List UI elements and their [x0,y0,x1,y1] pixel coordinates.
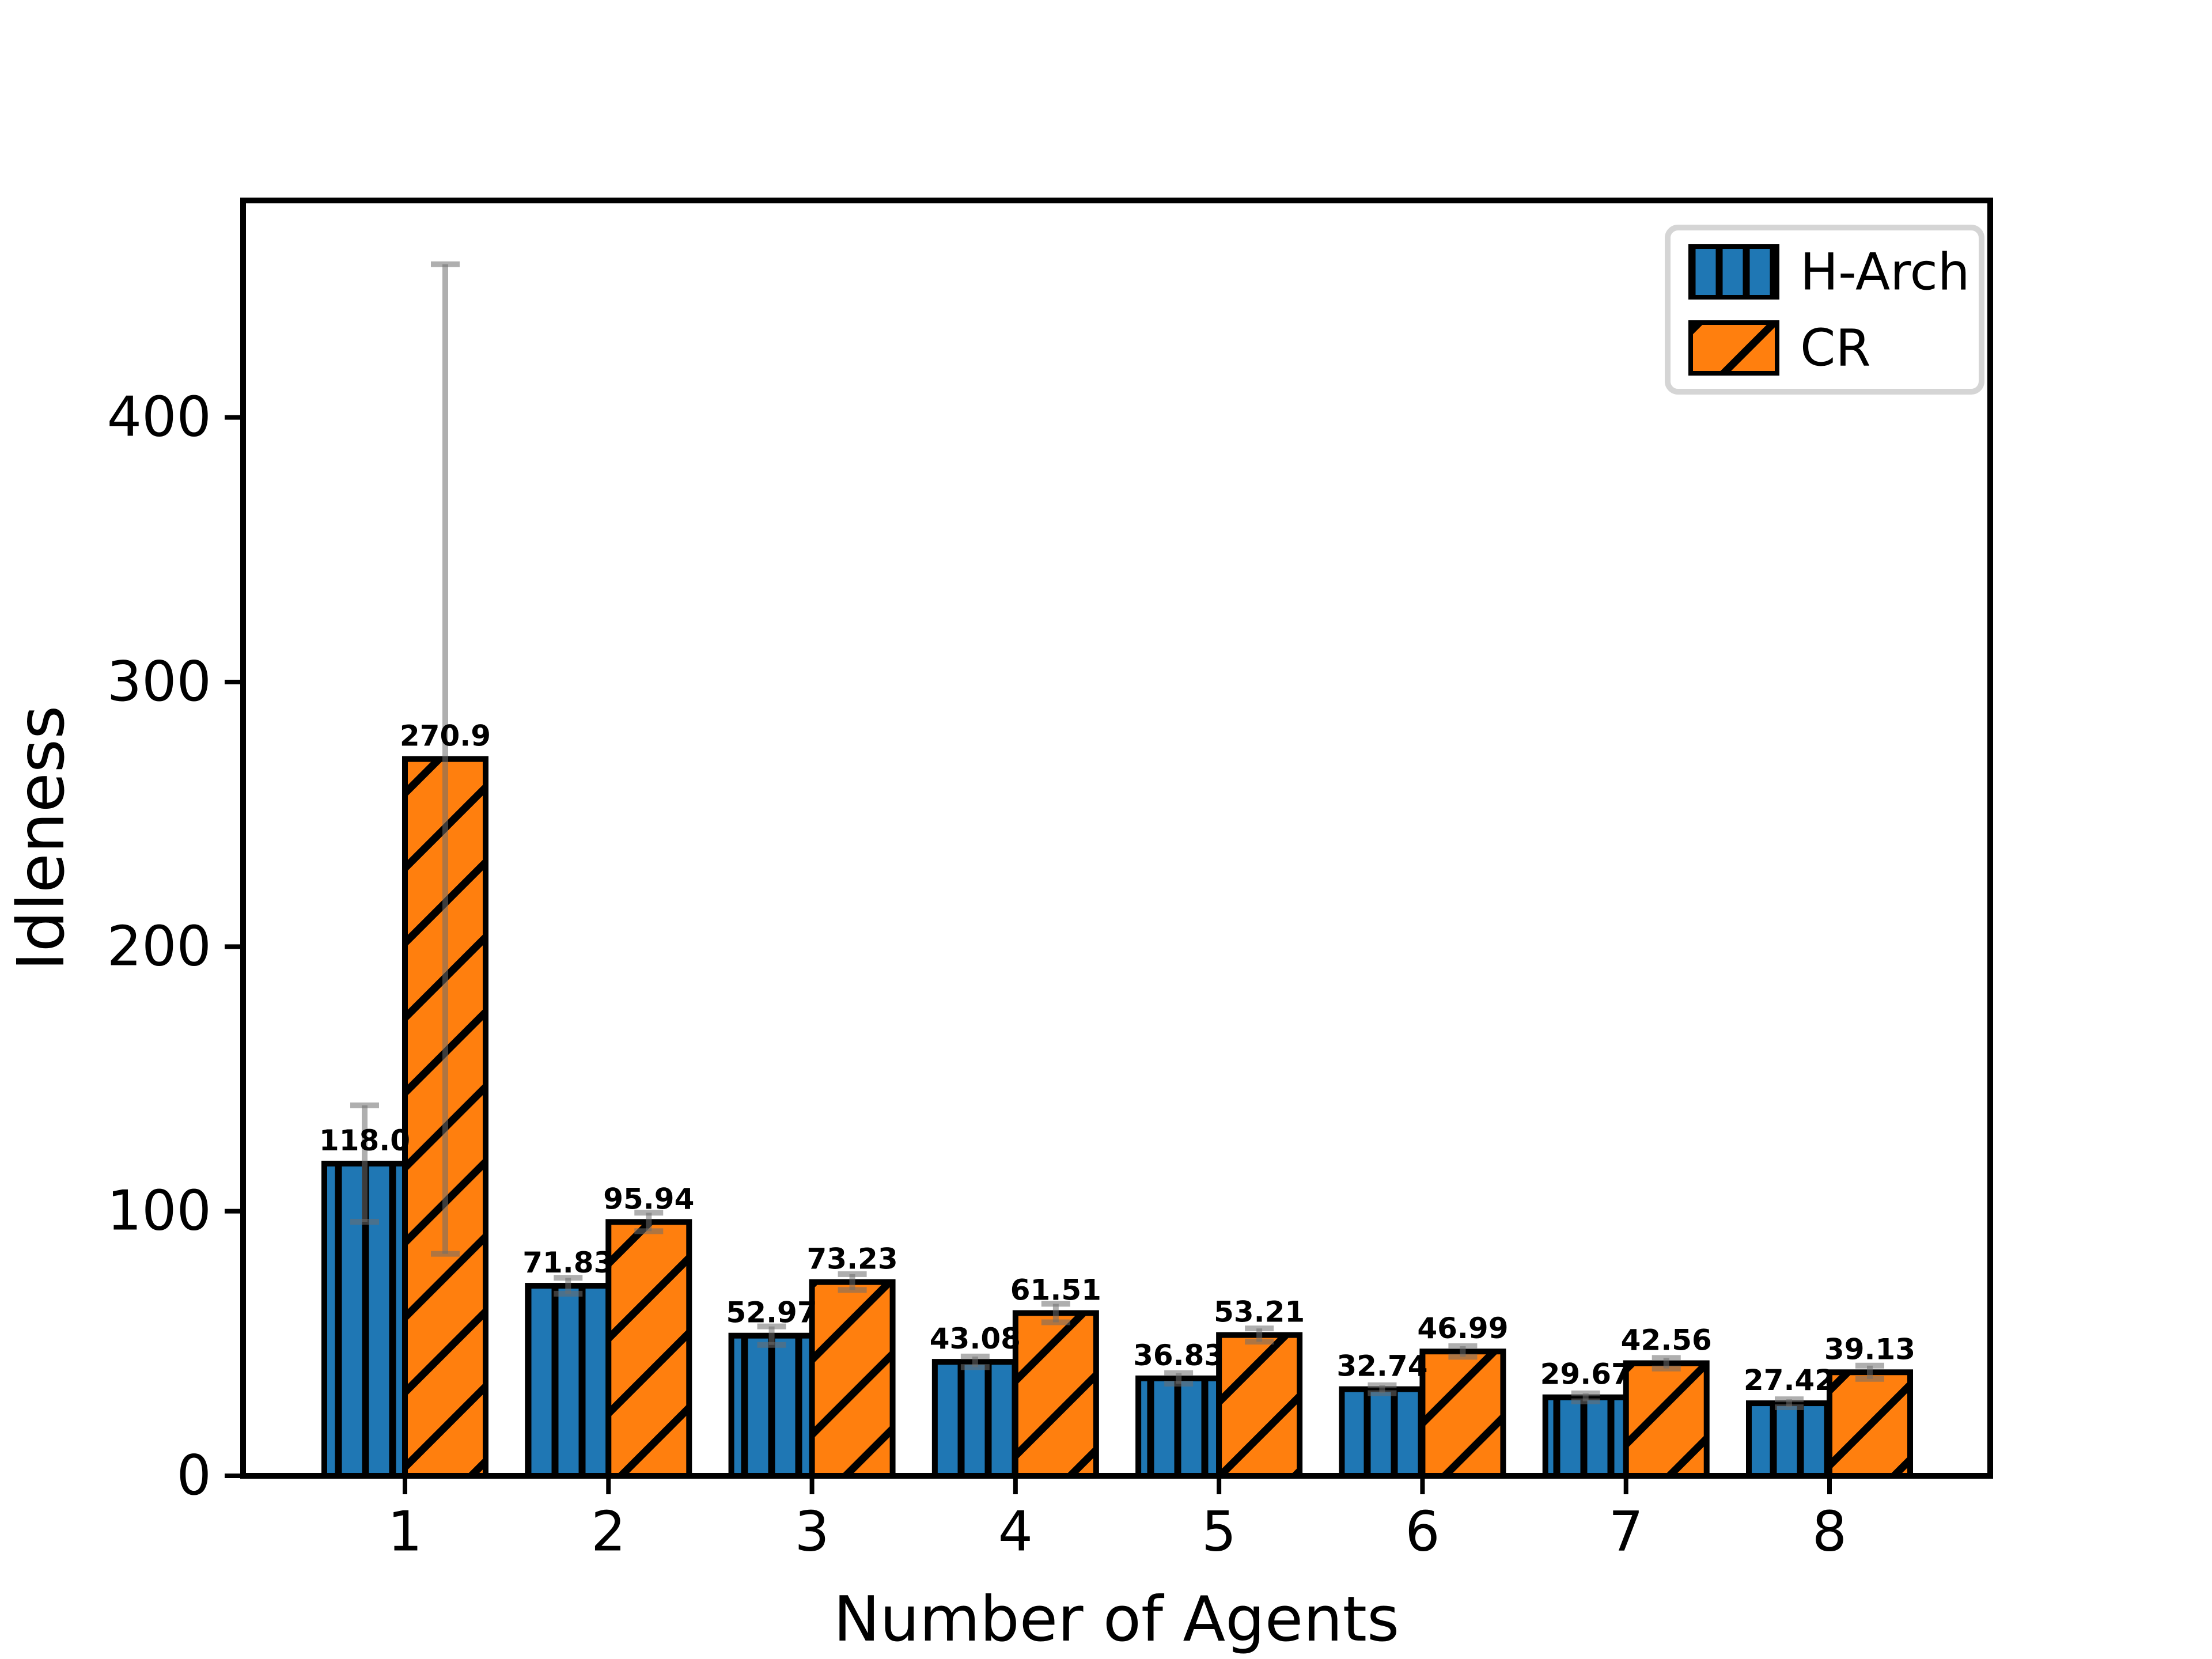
bar-hatch [1626,1363,1707,1476]
bar-hatch [812,1282,893,1476]
bar-hatch [528,1286,609,1476]
y-tick-label: 300 [107,650,211,714]
value-labels-layer: 118.0 71.83 52.97 43.08 36.83 32.74 29.67 27.42… [319,719,1915,1397]
bar-hatch [1015,1313,1096,1476]
bar-value-label: 270.9 [400,719,491,753]
x-tick-label: 7 [1608,1501,1643,1564]
legend-swatch-edge [1688,320,1779,376]
y-tick-label: 100 [107,1180,211,1243]
bar-hatch [1830,1372,1910,1476]
bar-value-label: 61.51 [1010,1273,1101,1306]
x-tick-label: 3 [794,1501,829,1564]
bar-hatch [1422,1351,1503,1476]
bar-hatch [1219,1335,1300,1476]
bar-value-label: 39.13 [1824,1332,1915,1366]
x-axis-label: Number of Agents [834,1584,1400,1656]
bar-hatch [934,1362,1016,1476]
legend-swatch-hatch [1691,247,1777,297]
bar-value-label: 29.67 [1540,1358,1631,1391]
y-tick-label: 0 [177,1444,211,1508]
bar-hatch [608,1222,690,1476]
legend-label: H-Arch [1800,243,1970,302]
bar-value-label: 53.21 [1214,1296,1305,1329]
bar-hatch [731,1335,812,1476]
legend-swatch-edge [1688,244,1779,300]
y-tick-label: 200 [107,915,211,978]
plot-border [240,198,1993,1479]
bar-value-label: 36.83 [1133,1339,1224,1372]
bar-value-label: 43.08 [930,1322,1021,1355]
bar-hatch [1138,1378,1219,1476]
axes-layer: 1 2 3 4 5 6 7 8 0 100 200 300 400 [107,198,1993,1564]
bar-value-label: 42.56 [1621,1324,1712,1357]
y-axis-label: Idleness [4,706,79,971]
error-bars-layer [350,261,1884,1410]
x-tick-label: 2 [591,1501,626,1564]
legend-swatch-hatch [1691,323,1777,373]
x-tick-label: 8 [1812,1501,1847,1564]
x-tick-label: 6 [1405,1501,1440,1564]
bar-hatch [1342,1389,1423,1476]
x-tick-label: 5 [1202,1501,1236,1564]
x-tick-label: 1 [388,1501,422,1564]
x-tick-label: 4 [998,1501,1033,1564]
bar-value-label: 118.0 [319,1124,410,1157]
legend-label: CR [1800,319,1871,378]
bar-value-label: 52.97 [726,1296,817,1330]
bar-value-label: 32.74 [1336,1350,1427,1383]
bar-value-label: 46.99 [1417,1312,1508,1345]
bar-hatch [1749,1403,1830,1476]
bar-hatch [1545,1397,1626,1476]
y-tick-label: 400 [107,386,211,449]
bar-value-label: 27.42 [1744,1363,1835,1397]
bar-value-label: 71.83 [522,1246,613,1279]
bar-value-label: 73.23 [806,1243,897,1276]
legend: H-Arch CR [1665,225,1984,395]
bar-value-label: 95.94 [603,1182,694,1215]
